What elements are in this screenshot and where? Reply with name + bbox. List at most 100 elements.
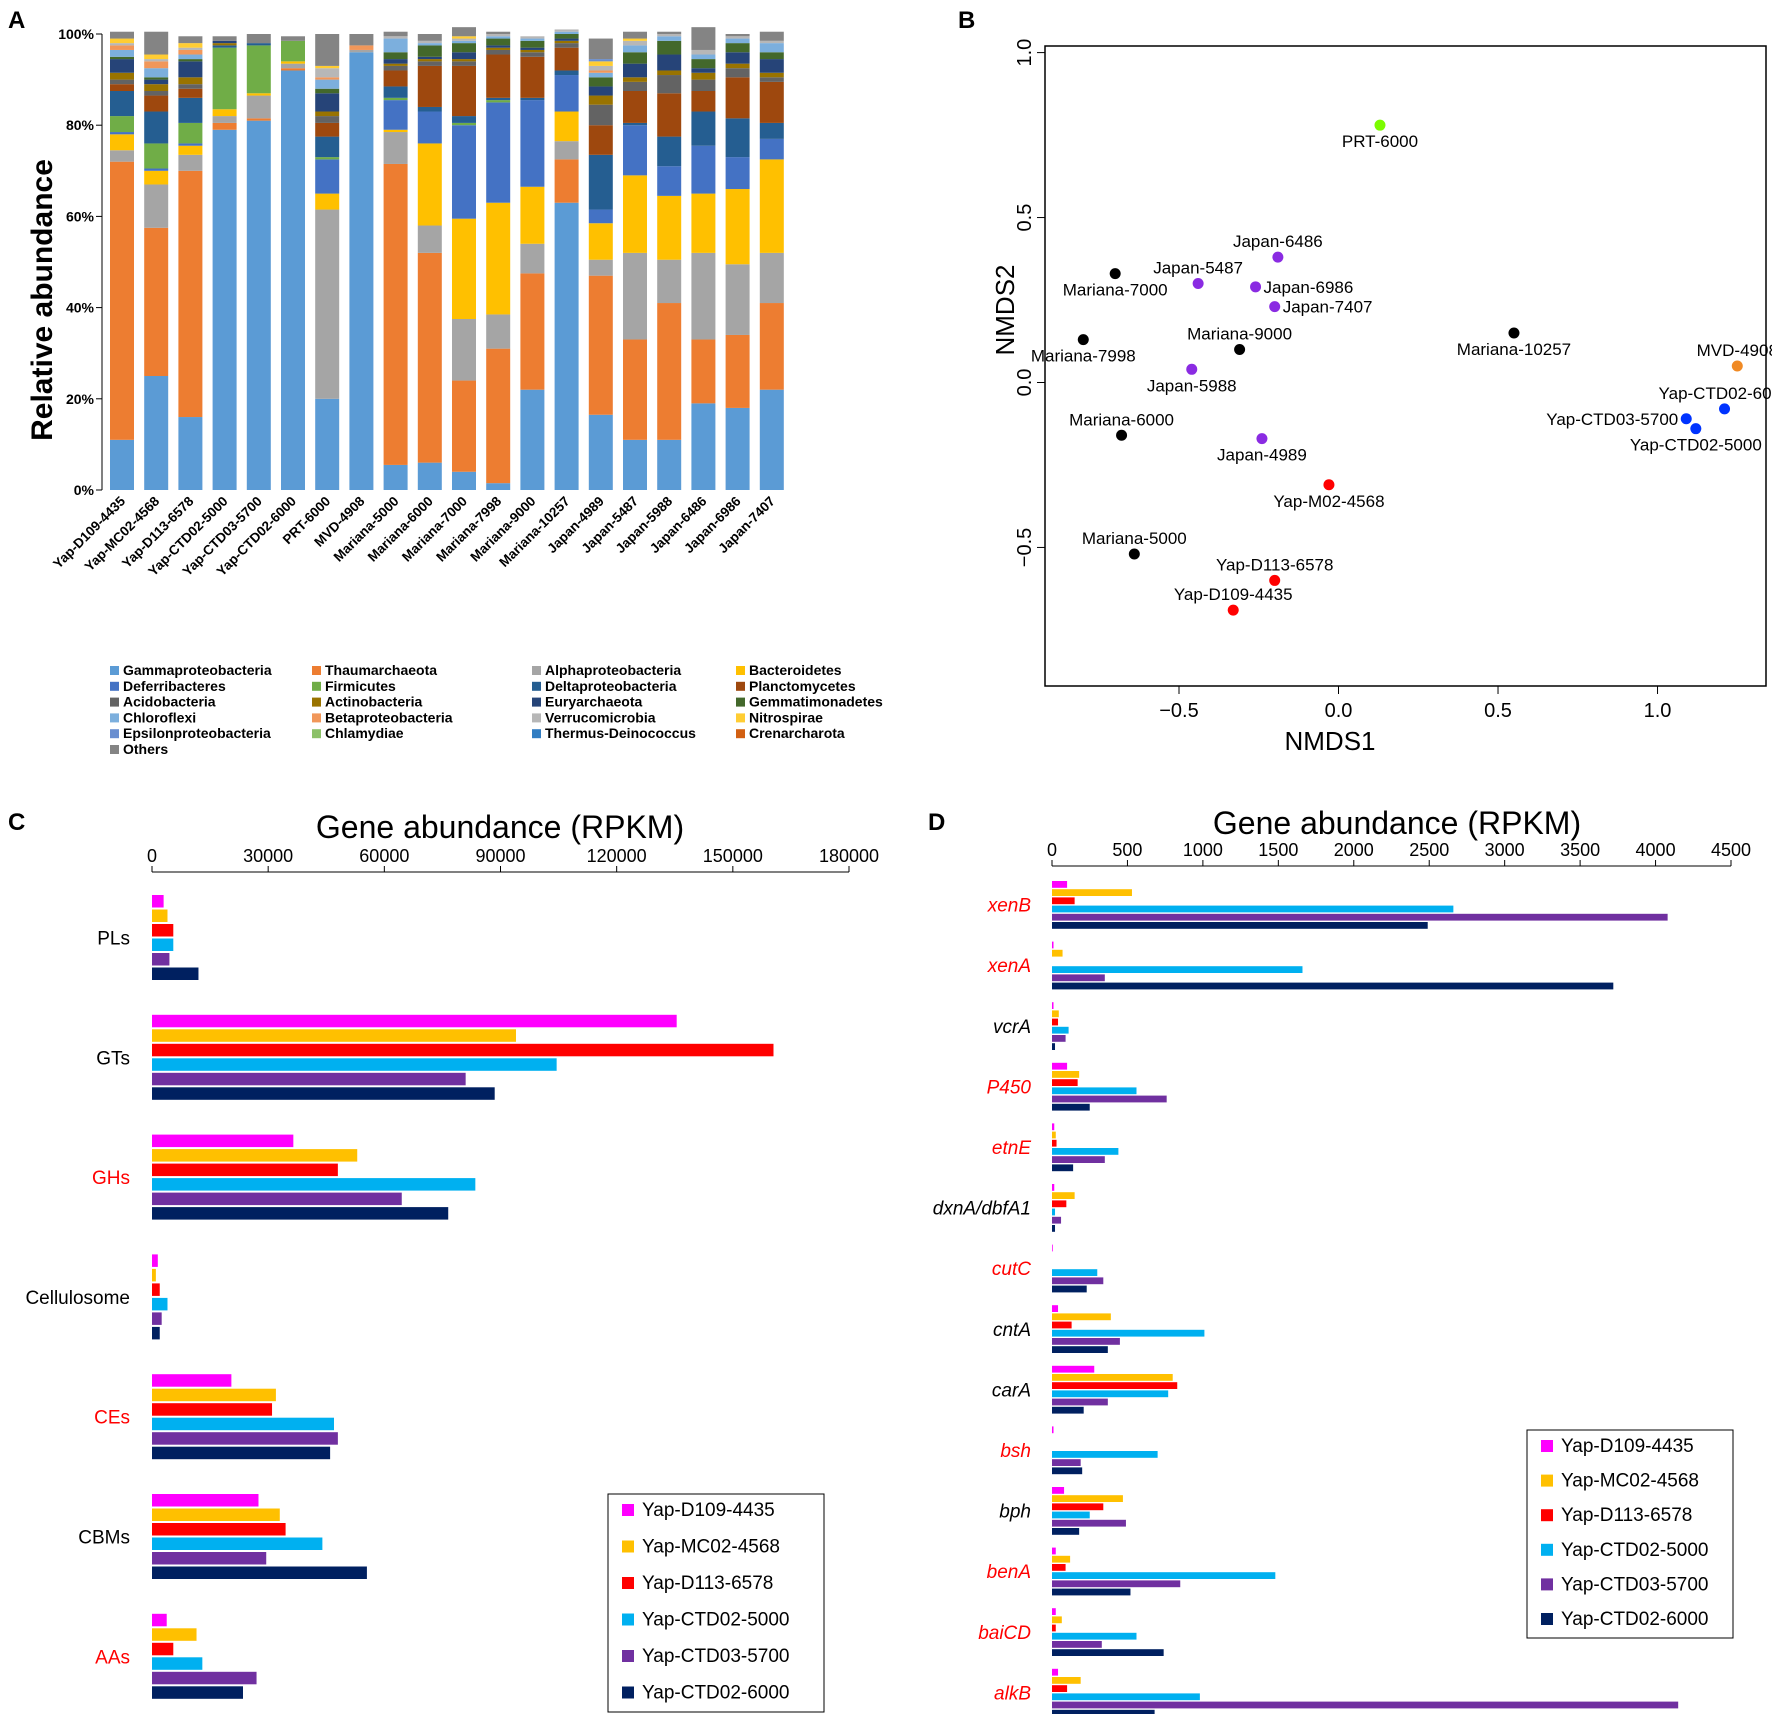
panel-c-title: Gene abundance (RPKM) (316, 809, 684, 845)
panel-a-bar-segment (178, 417, 203, 490)
panel-a-bar-segment (588, 65, 613, 71)
panel-a-bar-segment (144, 54, 169, 60)
panel-d-bar (1052, 1321, 1072, 1329)
panel-b-point (1269, 301, 1281, 313)
panel-a-bar-segment (623, 122, 647, 126)
panel-a-bar-segment (383, 163, 408, 465)
panel-d-bar (1052, 1184, 1055, 1191)
panel-c-bar (152, 1072, 466, 1086)
panel-a-bar-segment (383, 63, 408, 66)
panel-a-bar-segment (486, 483, 511, 490)
panel-a-bar-segment (486, 202, 511, 315)
panel-c-legend-label: Yap-MC02-4568 (642, 1537, 780, 1558)
panel-a-bar-segment (657, 166, 682, 196)
panel-a-bar-segment (759, 252, 784, 304)
panel-a-legend-label: Actinobacteria (325, 694, 422, 710)
panel-c-legend-label: Yap-CTD02-5000 (642, 1610, 790, 1631)
panel-a-bar-segment (657, 195, 682, 260)
panel-d-bar (1052, 1164, 1074, 1172)
panel-d-bar (1052, 922, 1428, 929)
panel-c-bar (152, 1283, 160, 1296)
panel-a-bar-segment (520, 36, 545, 39)
panel-c-bar (152, 1403, 273, 1416)
panel-c-bar (152, 1446, 331, 1460)
panel-a-legend-swatch (110, 729, 119, 739)
panel-b-point-label: Mariana-7998 (1031, 347, 1136, 366)
panel-d-bar (1052, 982, 1614, 990)
panel-d-bar (1052, 1693, 1200, 1701)
panel-a-legend-label: Acidobacteria (123, 694, 216, 710)
panel-a-bar-segment (452, 61, 476, 66)
panel-a-bar-segment (383, 52, 408, 60)
panel-b-point-label: Mariana-10257 (1457, 340, 1571, 359)
panel-a-ytick-label: 40% (66, 300, 95, 316)
panel-c-bar (152, 1374, 232, 1387)
panel-a-legend-label: Deltaproteobacteria (545, 678, 677, 694)
panel-a-bar-segment (212, 129, 237, 490)
panel-b-point (1508, 327, 1520, 339)
panel-b-point (1077, 334, 1089, 346)
panel-a-bar-segment (383, 464, 408, 490)
panel-a-bar-segment (383, 86, 408, 98)
panel-a-bar-segment (110, 161, 134, 440)
panel-a-bar-segment (486, 45, 511, 48)
panel-b-point (1250, 281, 1262, 293)
panel-c-legend-swatch (622, 1686, 634, 1699)
panel-d-bar (1052, 1208, 1056, 1216)
panel-a-bar-segment (110, 79, 134, 85)
panel-a-bar-segment (144, 143, 169, 169)
panel-a-bar-segment (623, 38, 647, 41)
panel-d-category-label: benA (987, 1562, 1031, 1583)
panel-a-legend-label: Thaumarchaeota (325, 662, 437, 678)
panel-a-bar-segment (588, 125, 613, 155)
panel-c-category-label: CBMs (78, 1528, 130, 1549)
panel-a-bar-segment (417, 59, 442, 62)
panel-c-bar (152, 1192, 402, 1206)
panel-d-legend-label: Yap-CTD02-6000 (1561, 1609, 1709, 1630)
panel-a-bar-segment (212, 122, 237, 130)
panel-a-bar-segment (520, 40, 545, 48)
panel-a-bar-segment (417, 111, 442, 144)
panel-a-bar-segment (725, 36, 750, 39)
panel-a-bar-segment (383, 100, 408, 130)
panel-d-bar (1052, 1495, 1123, 1502)
panel-d-bar (1052, 1269, 1098, 1276)
panel-a-bar-segment (725, 334, 750, 408)
panel-a-bar-segment (315, 157, 340, 160)
panel-a-bar-segment (486, 102, 511, 203)
panel-b-point-label: Japan-5988 (1147, 376, 1237, 395)
panel-d-bar (1052, 1156, 1105, 1163)
panel-a-bar-segment (110, 38, 134, 44)
panel-a-bar-segment (759, 159, 784, 253)
panel-d-bar (1052, 1305, 1059, 1312)
panel-d-bar (1052, 1616, 1062, 1624)
panel-d-xtick-label: 0 (1047, 840, 1057, 860)
panel-a-bar-segment (383, 36, 408, 39)
panel-d-bar (1052, 913, 1668, 921)
panel-a-bar-segment (554, 141, 579, 160)
panel-d-category-label: cutC (992, 1259, 1031, 1280)
panel-d-bar (1052, 889, 1132, 896)
panel-d-bar (1052, 1668, 1059, 1676)
panel-a-bar-segment (657, 439, 682, 490)
panel-a-bar-segment (520, 389, 545, 490)
panel-a-bar-segment (691, 27, 716, 50)
panel-d-bar (1052, 1487, 1065, 1494)
panel-a-ytick-label: 60% (66, 208, 95, 224)
panel-c-legend-label: Yap-D109-4435 (642, 1500, 775, 1521)
panel-d-bar (1052, 1580, 1181, 1588)
panel-a-bar-segment (315, 34, 340, 66)
panel-d-legend-swatch (1541, 1613, 1553, 1625)
panel-d-bar (1052, 1390, 1169, 1398)
panel-a-legend-label: Gammaproteobacteria (123, 662, 272, 678)
panel-a-bar-segment (178, 77, 203, 85)
panel-a-bar-segment (588, 209, 613, 224)
panel-a-legend-label: Verrucomicrobia (545, 709, 656, 725)
panel-c-bar (152, 1494, 259, 1507)
panel-a-bar-segment (178, 145, 203, 155)
panel-a-bar-segment (520, 52, 545, 57)
panel-b-ytick-label: 0.0 (1014, 369, 1036, 397)
panel-a-bar-segment (178, 43, 203, 48)
panel-d-bar (1052, 1087, 1137, 1095)
